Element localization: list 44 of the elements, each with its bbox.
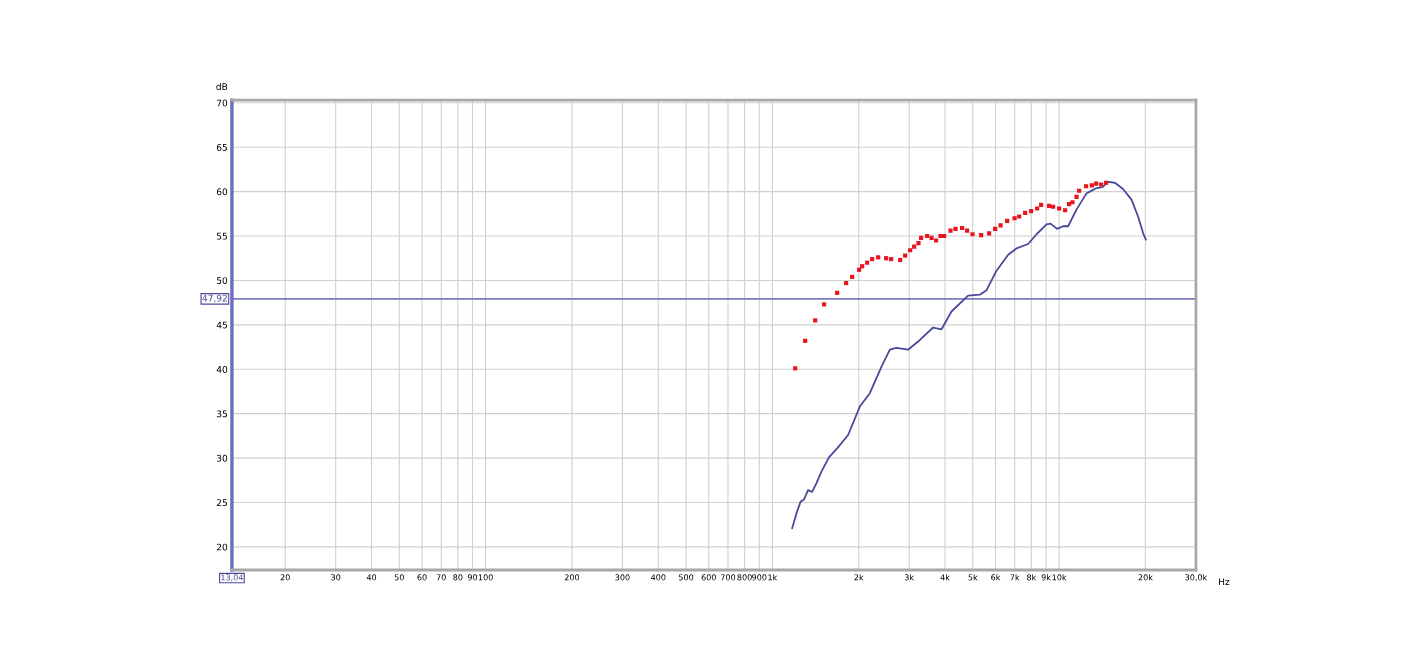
ref-line-label: 47,92	[202, 294, 227, 303]
x-tick-label: 20k	[1138, 574, 1153, 581]
x-tick-label: 300	[615, 574, 630, 581]
x-tick-label: 30	[331, 574, 341, 581]
x-tick-label: 800	[737, 574, 752, 581]
y-tick-label: 55	[216, 232, 227, 240]
y-tick-label: 20	[216, 543, 228, 551]
y-tick-label: 25	[216, 499, 227, 507]
x-tick-label: 700	[720, 574, 736, 581]
x-tick-label: 9k	[1041, 574, 1051, 581]
x-tick-label: 8k	[1027, 574, 1037, 581]
y-tick-label: 30	[216, 454, 228, 462]
x-tick-label: 6k	[991, 574, 1001, 581]
y-tick-label: 40	[216, 365, 228, 373]
x-tick-label: 50	[394, 574, 404, 581]
y-tick-label: 50	[216, 277, 228, 284]
x-tick-label: 1k	[768, 574, 778, 581]
x-tick-label: 2k	[854, 574, 864, 581]
x-tick-label: 100	[478, 574, 493, 581]
y-tick-label: 60	[216, 188, 228, 196]
x-tick-label: 13,04	[221, 574, 244, 582]
x-tick-label: 30,0k	[1185, 574, 1208, 582]
y-tick-label: 70	[217, 99, 228, 107]
x-tick-label: 5k	[968, 574, 978, 581]
x-tick-label: 70	[436, 574, 446, 581]
x-tick-label: 7k	[1010, 574, 1020, 581]
x-tick-label: 900	[752, 574, 767, 581]
x-tick-label: 600	[701, 574, 716, 581]
y-tick-label: 45	[216, 321, 227, 329]
x-tick-label: 20	[280, 574, 290, 581]
x-tick-label: 200	[564, 574, 580, 581]
y-tick-label: 35	[216, 410, 227, 418]
x-tick-label: 400	[650, 574, 666, 581]
x-axis-title: Hz	[1219, 578, 1230, 585]
x-tick-label: 500	[679, 574, 694, 581]
x-tick-label: 60	[417, 574, 427, 581]
y-axis-title: dB	[216, 83, 228, 91]
x-tick-label: 80	[453, 574, 463, 581]
x-tick-label: 40	[366, 574, 377, 581]
x-tick-label: 3k	[904, 574, 915, 581]
x-tick-label: 4k	[940, 574, 950, 581]
x-tick-label: 90	[467, 574, 478, 581]
x-tick-label: 10k	[1052, 574, 1067, 581]
y-tick-label: 65	[216, 143, 227, 151]
